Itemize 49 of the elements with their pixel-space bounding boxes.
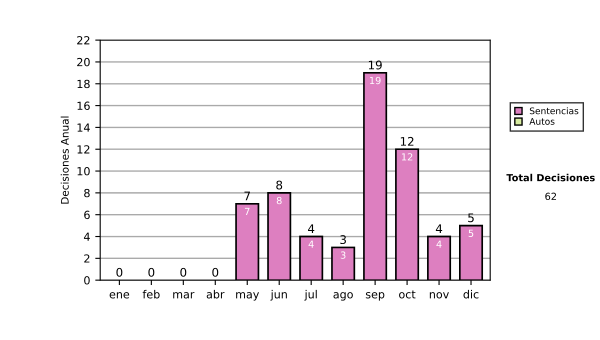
x-tick-label: ene xyxy=(110,292,130,298)
x-tick-label: abr xyxy=(206,290,224,298)
y-axis-title: Decisiones Anual xyxy=(60,116,69,204)
data-label: 3 xyxy=(340,251,346,259)
total-label: 7 xyxy=(244,192,250,200)
x-tick-label: dic xyxy=(464,290,478,298)
y-tick-label: 14 xyxy=(78,124,90,132)
data-label: 4 xyxy=(308,240,314,248)
data-label: 7 xyxy=(244,208,250,215)
x-tick-label: may xyxy=(236,292,260,301)
total-label: 4 xyxy=(308,224,314,233)
legend-label: Autos xyxy=(529,118,554,125)
total-label: 3 xyxy=(340,235,346,244)
x-tick-label: nov xyxy=(430,292,449,298)
total-label: 0 xyxy=(148,268,154,277)
total-label: 0 xyxy=(212,268,218,277)
y-tick-label: 4 xyxy=(84,232,90,241)
data-label: 19 xyxy=(370,76,381,84)
y-tick-label: 20 xyxy=(77,58,90,66)
x-tick-label: oct xyxy=(399,290,416,298)
total-label: 4 xyxy=(436,224,442,233)
legend-label: Sentencias xyxy=(530,107,578,114)
x-tick-label: jun xyxy=(270,290,287,301)
total-label: 5 xyxy=(468,213,474,222)
y-tick-label: 6 xyxy=(84,210,90,220)
y-tick-label: 0 xyxy=(84,276,90,285)
text: 62 xyxy=(545,192,556,200)
data-label: 5 xyxy=(468,230,474,237)
y-tick-label: 16 xyxy=(78,102,90,110)
x-tick-label: ago xyxy=(333,292,353,301)
y-tick-label: 10 xyxy=(78,167,90,176)
y-tick-label: 18 xyxy=(78,80,90,88)
x-tick-label: mar xyxy=(173,292,194,298)
total-label: 19 xyxy=(368,60,382,70)
total-label: 0 xyxy=(180,268,186,277)
y-tick-label: 2 xyxy=(84,254,90,263)
data-label: 4 xyxy=(436,240,442,248)
data-label: 8 xyxy=(276,196,282,204)
x-tick-label: sep xyxy=(366,292,384,301)
y-tick-label: 8 xyxy=(84,188,90,198)
text: Total Decisiones xyxy=(506,174,595,182)
y-tick-label: 12 xyxy=(78,145,90,154)
total-label: 12 xyxy=(400,136,414,146)
x-tick-label: jul xyxy=(304,290,317,301)
y-tick-label: 22 xyxy=(77,36,90,44)
data-label: 12 xyxy=(402,153,412,160)
total-label: 0 xyxy=(116,268,122,277)
x-tick-label: feb xyxy=(142,290,160,298)
total-label: 8 xyxy=(276,180,282,190)
